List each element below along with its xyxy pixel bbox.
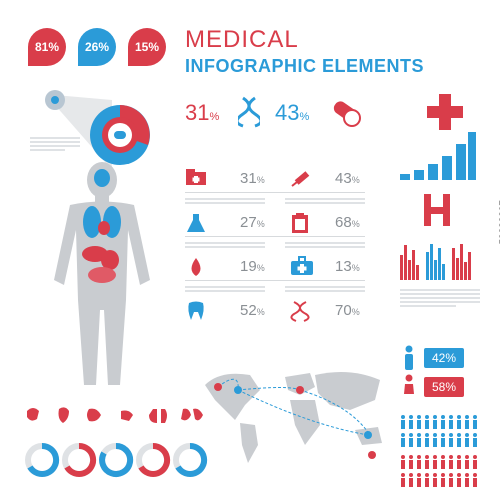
male-icon xyxy=(405,345,413,370)
stat-unit: % xyxy=(256,263,265,273)
stat-unit: % xyxy=(256,175,265,185)
stat-value: 52% xyxy=(240,302,265,319)
stat-value: 13% xyxy=(335,258,360,275)
male-percent: 42% xyxy=(432,351,457,365)
clipboard-icon xyxy=(292,213,308,233)
wavy-bars-graphic xyxy=(400,244,471,280)
stat-number: 43 xyxy=(335,170,352,187)
caption-text xyxy=(185,240,265,250)
stat-number: 19 xyxy=(240,258,257,275)
first-aid-kit-icon xyxy=(291,256,313,275)
stat-number: 31 xyxy=(240,170,257,187)
stat-unit: % xyxy=(351,175,360,185)
percent-drop-red-2: 15% xyxy=(128,28,166,66)
divider xyxy=(185,236,365,237)
stat-value: 19% xyxy=(240,258,265,275)
caption-text xyxy=(185,284,265,294)
folder-medical-icon xyxy=(186,169,206,185)
percent-label: 81% xyxy=(34,40,60,54)
male-people-grid xyxy=(401,415,477,447)
pill-icon xyxy=(333,101,361,127)
title-medical: MEDICAL xyxy=(185,26,299,53)
stat-value: 31% xyxy=(240,170,265,187)
big-stat-value: 43 xyxy=(275,100,300,125)
big-stat-1: 31% xyxy=(185,100,219,126)
big-stat-value: 31 xyxy=(185,100,210,125)
title-infographic-elements: INFOGRAPHIC ELEMENTS xyxy=(185,56,425,76)
big-stat-unit: % xyxy=(299,111,310,123)
world-map-graphic xyxy=(205,371,382,463)
female-percent: 58% xyxy=(432,380,457,394)
male-percent-badge: 42% xyxy=(424,348,465,368)
percent-label: 26% xyxy=(84,40,110,54)
caption-text xyxy=(185,196,265,206)
female-percent-badge: 58% xyxy=(424,377,465,397)
big-stat-2: 43% xyxy=(275,100,309,126)
stat-value: 68% xyxy=(335,214,360,231)
stat-value: 43% xyxy=(335,170,360,187)
caption-text xyxy=(30,135,80,153)
dna-icon xyxy=(238,96,260,128)
stat-number: 68 xyxy=(335,214,352,231)
magnifier-pie-graphic xyxy=(45,90,150,170)
female-icon xyxy=(404,374,414,394)
stat-number: 70 xyxy=(335,302,352,319)
tooth-icon xyxy=(188,301,204,320)
stat-unit: % xyxy=(351,219,360,229)
stat-number: 27 xyxy=(240,214,257,231)
syringe-icon xyxy=(291,171,310,187)
stat-unit: % xyxy=(256,307,265,317)
human-body-figure xyxy=(54,162,150,385)
donut-charts-row xyxy=(25,442,208,477)
stat-value: 70% xyxy=(335,302,360,319)
red-cross-icon xyxy=(427,94,463,130)
flask-icon xyxy=(187,214,205,232)
organ-icons-row xyxy=(27,407,203,423)
big-stat-unit: % xyxy=(209,111,220,123)
stat-unit: % xyxy=(351,307,360,317)
hospital-h-icon xyxy=(424,194,450,226)
divider xyxy=(185,280,365,281)
caption-text xyxy=(285,196,365,206)
percent-label: 15% xyxy=(134,40,160,54)
rising-bars-graphic xyxy=(400,132,476,180)
blood-drop-icon xyxy=(191,258,201,276)
stat-unit: % xyxy=(351,263,360,273)
stat-number: 52 xyxy=(240,302,257,319)
percent-drop-blue: 26% xyxy=(78,28,116,66)
caption-text xyxy=(285,284,365,294)
caption-text xyxy=(285,240,365,250)
stat-unit: % xyxy=(256,219,265,229)
dna-icon xyxy=(290,301,310,322)
stat-number: 13 xyxy=(335,258,352,275)
caption-text xyxy=(400,287,480,309)
percent-drop-red: 81% xyxy=(28,28,66,66)
divider xyxy=(185,192,365,193)
stat-value: 27% xyxy=(240,214,265,231)
female-people-grid xyxy=(401,455,477,487)
stats-grid: 31% 43% 27% 68% 19% 13% 52% 70% xyxy=(185,168,365,328)
